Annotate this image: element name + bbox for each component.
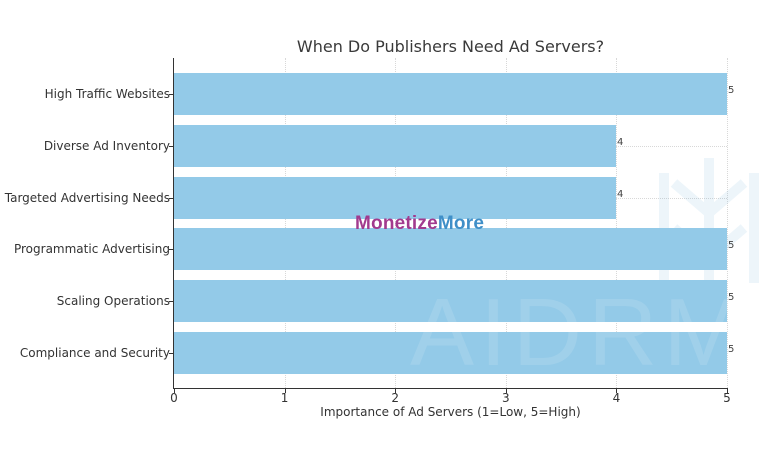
x-tick-label: 3 bbox=[501, 391, 510, 405]
x-tick bbox=[174, 389, 175, 393]
watermark-brand: MonetizeMore bbox=[355, 213, 484, 235]
bar-value-label: 4 bbox=[617, 137, 624, 148]
x-tick-label: 2 bbox=[391, 391, 399, 405]
y-tick-label: Compliance and Security bbox=[19, 346, 170, 360]
gridline-x-1 bbox=[284, 58, 286, 388]
gridline-x-3 bbox=[505, 58, 507, 388]
gridline-x-5 bbox=[727, 58, 728, 388]
y-tick-label: Scaling Operations bbox=[56, 294, 170, 308]
x-tick-label: 0 bbox=[170, 391, 178, 405]
chart-title: When Do Publishers Need Ad Servers? bbox=[296, 37, 605, 56]
bar-value-label: 5 bbox=[728, 240, 735, 251]
watermark-brand-part1: Monetize bbox=[355, 213, 438, 234]
x-tick-label: 5 bbox=[723, 391, 731, 405]
y-tick bbox=[169, 249, 173, 250]
y-tick-label: Diverse Ad Inventory bbox=[43, 139, 170, 153]
y-tick-label: Programmatic Advertising bbox=[13, 242, 170, 256]
y-tick-label: Targeted Advertising Needs bbox=[4, 191, 170, 205]
y-tick bbox=[169, 301, 173, 302]
gridline-x-2 bbox=[395, 58, 397, 388]
watermark-brand-part2: More bbox=[437, 213, 485, 234]
watermark-big-text: AIDRM bbox=[410, 279, 750, 386]
x-axis-line bbox=[173, 388, 728, 389]
y-tick bbox=[169, 198, 173, 199]
x-tick bbox=[284, 389, 286, 393]
bar-value-label: 5 bbox=[728, 344, 735, 355]
bar-targeted-advertising-needs bbox=[174, 177, 617, 219]
x-tick bbox=[616, 389, 618, 393]
x-tick bbox=[727, 389, 728, 393]
x-tick bbox=[395, 389, 397, 393]
x-axis-label: Importance of Ad Servers (1=Low, 5=High) bbox=[320, 405, 581, 419]
plot-area: AIDRM 5 4 4 5 5 5 bbox=[174, 58, 759, 388]
x-tick bbox=[505, 389, 507, 393]
y-tick bbox=[169, 353, 173, 354]
y-tick-label: High Traffic Websites bbox=[44, 87, 170, 101]
bar-programmatic-advertising bbox=[174, 228, 727, 270]
x-tick-label: 1 bbox=[280, 391, 289, 405]
y-tick bbox=[169, 146, 173, 147]
bar-value-label: 5 bbox=[728, 292, 735, 303]
bar-diverse-ad-inventory bbox=[174, 125, 617, 167]
x-tick-label: 4 bbox=[612, 391, 621, 405]
bar-compliance-and-security bbox=[174, 332, 727, 374]
gridline-x-4 bbox=[616, 58, 618, 388]
bar-high-traffic-websites bbox=[174, 73, 727, 115]
y-axis-line bbox=[173, 58, 174, 389]
bar-value-label: 5 bbox=[728, 85, 735, 96]
y-tick bbox=[169, 94, 173, 95]
bar-scaling-operations bbox=[174, 280, 727, 322]
bar-value-label: 4 bbox=[617, 189, 624, 200]
